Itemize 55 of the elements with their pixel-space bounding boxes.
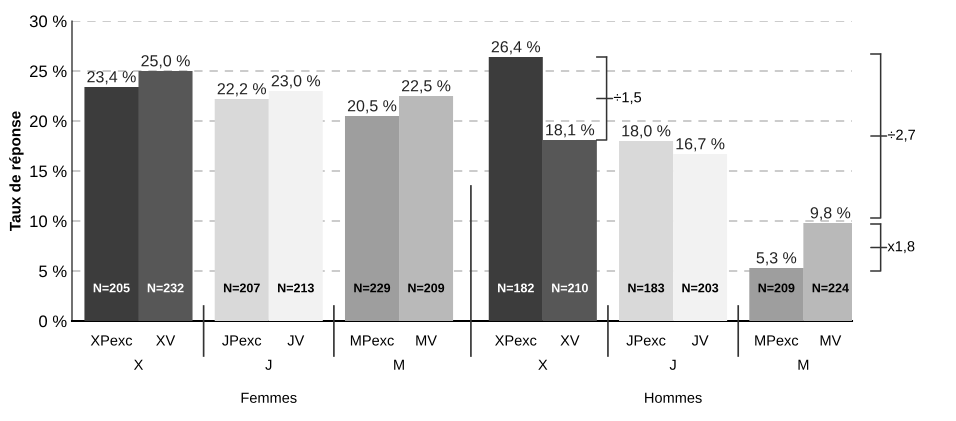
data-label: 23,0 % — [272, 75, 320, 88]
text: Hommes — [645, 392, 702, 403]
y-tick-label: 0 % — [39, 315, 67, 328]
y-tick-label: 15 % — [30, 165, 67, 178]
x-tick-label: MV — [416, 335, 437, 346]
x-tick-label: XV — [156, 335, 176, 346]
annotation: N=213 — [278, 284, 314, 292]
x-tick-label: JV — [692, 335, 709, 346]
annotation: N=183 — [628, 284, 664, 292]
text: M — [394, 360, 404, 370]
data-label: 23,4 % — [87, 71, 136, 84]
x-tick-label: MV — [820, 335, 842, 346]
data-label: 9,8 % — [810, 207, 850, 220]
x-tick-label: XV — [560, 335, 580, 346]
y-tick-label: 5 % — [39, 265, 67, 278]
annotation: N=232 — [148, 284, 184, 292]
data-label: 26,4 % — [492, 41, 540, 54]
y-tick-label: 10 % — [30, 215, 67, 228]
x-tick-label: XPexc — [90, 335, 132, 346]
annotation: N=224 — [812, 284, 849, 292]
data-label: 18,1 % — [546, 124, 594, 138]
text: X — [538, 360, 548, 370]
x-tick-label: JV — [288, 335, 304, 346]
annotation: N=209 — [408, 284, 444, 292]
annotation: N=210 — [552, 284, 588, 292]
x-tick-label: XPexc — [495, 335, 536, 346]
x-tick-label: JPexc — [626, 335, 666, 346]
x-tick-label: JPexc — [222, 335, 262, 346]
annotation: N=209 — [758, 284, 794, 292]
annotation: N=182 — [498, 284, 534, 292]
data-label: 22,2 % — [218, 83, 266, 96]
data-label: 25,0 % — [141, 55, 190, 68]
y-axis-title: Taux de réponse — [9, 111, 24, 231]
data-label: 22,5 % — [402, 80, 450, 94]
annotation: N=205 — [94, 284, 130, 292]
text: X — [134, 360, 144, 370]
y-tick-label: 25 % — [30, 65, 67, 78]
y-tick-label: 20 % — [30, 115, 67, 128]
text: J — [265, 360, 272, 370]
text: M — [798, 360, 808, 370]
text: Femmes — [242, 392, 297, 403]
annotation: N=207 — [224, 284, 260, 292]
data-label: 18,0 % — [622, 125, 670, 138]
text: x1,8 — [888, 241, 914, 254]
data-label: 20,5 % — [348, 100, 396, 114]
data-label: 16,7 % — [676, 138, 724, 152]
x-tick-label: MPexc — [755, 335, 798, 346]
x-tick-label: MPexc — [350, 335, 394, 346]
y-tick-label: 30 % — [30, 15, 67, 28]
annotation: N=229 — [354, 284, 390, 292]
data-label: 5,3 % — [756, 252, 796, 266]
text: ÷2,7 — [888, 130, 916, 142]
annotation: N=203 — [682, 284, 718, 292]
text: J — [670, 360, 676, 370]
annotation: ÷1,5 — [614, 92, 642, 104]
